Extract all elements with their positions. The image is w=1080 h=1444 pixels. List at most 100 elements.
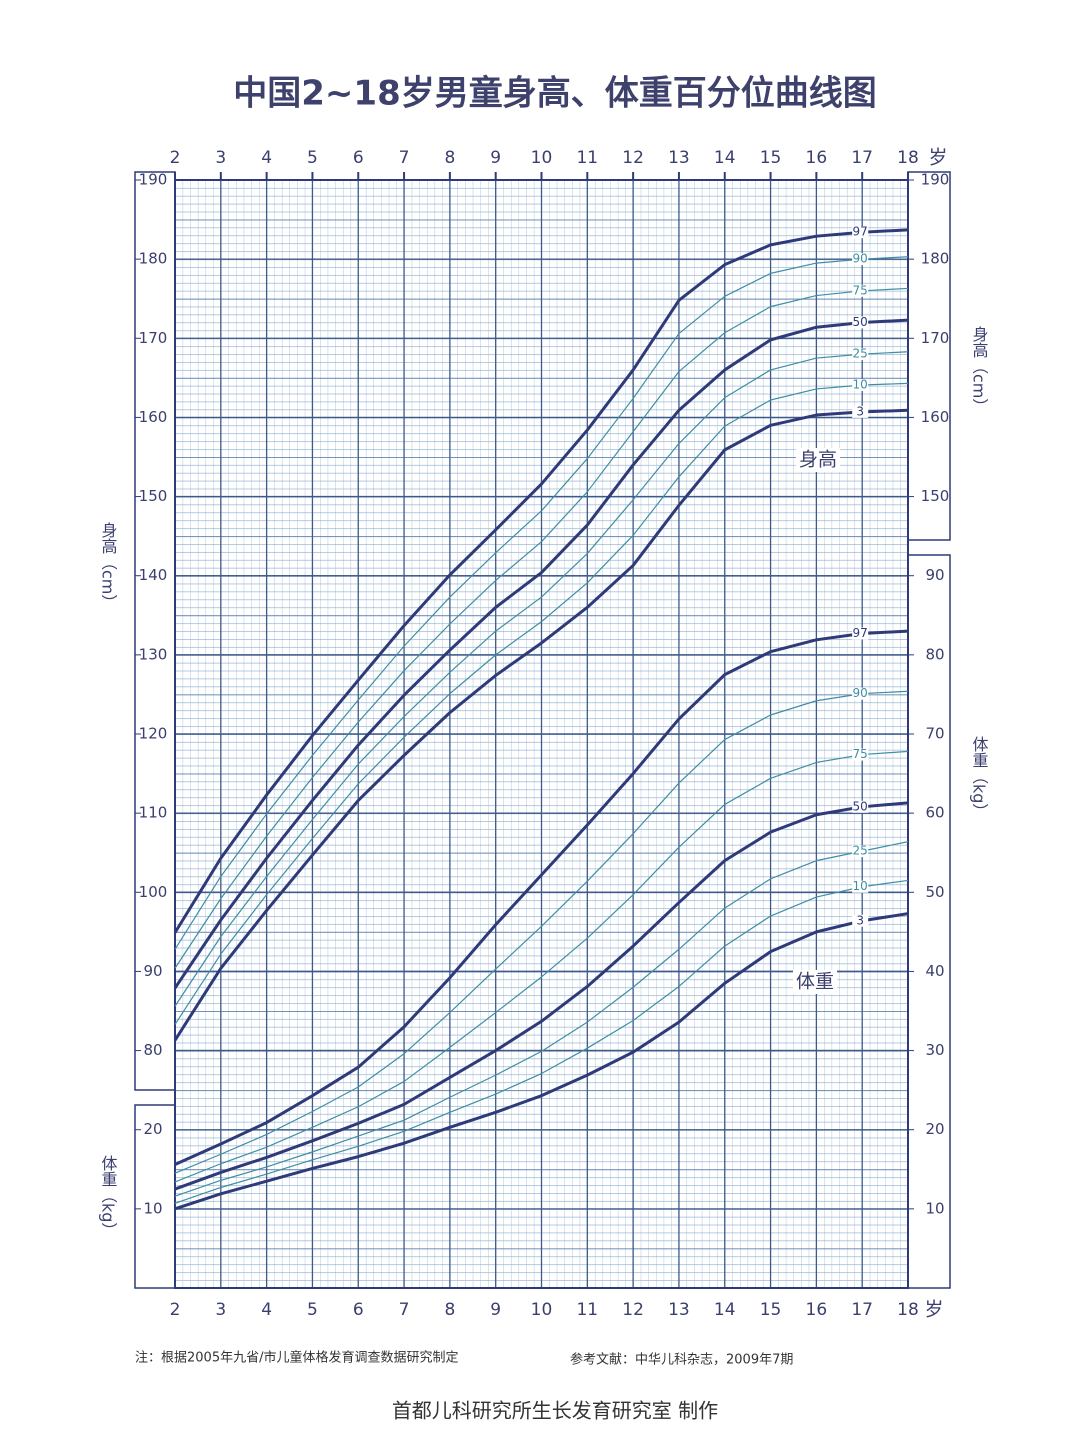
- x-tick-label: 18: [897, 148, 919, 168]
- y-tick-label: 130: [139, 645, 168, 663]
- y2-tick-label: 80: [925, 645, 944, 663]
- footnote: 注：根据2005年九省/市儿童体格发育调查数据研究制定: [135, 1350, 458, 1366]
- y-tick-label: 150: [139, 487, 168, 505]
- annotation: 身高: [799, 449, 837, 471]
- y-tick-label: 110: [139, 804, 168, 822]
- curve-label: 25: [853, 844, 868, 858]
- percentile-curve: [174, 382, 909, 1025]
- curve-label: 97: [853, 225, 868, 239]
- x-tick-label: 11: [576, 1300, 598, 1320]
- x-tick-label: 11: [576, 148, 598, 168]
- y2-tick-label: 50: [925, 883, 944, 901]
- percentile-curve: [174, 690, 909, 1174]
- percentile-curve: [173, 318, 909, 989]
- x-tick-label: 13: [668, 1300, 690, 1320]
- plot-frame: [174, 179, 909, 1289]
- curve-label-bg: [852, 845, 869, 858]
- curve-label-bg: [852, 627, 869, 640]
- y2-tick-label: 60: [925, 804, 944, 822]
- y-tick-label: 140: [139, 566, 168, 584]
- x-tick-label: 7: [399, 148, 410, 168]
- annotation-bg: [796, 448, 840, 472]
- x-tick-label: 16: [806, 148, 828, 168]
- curve-label: 90: [853, 686, 868, 700]
- curve-label: 97: [853, 626, 868, 640]
- x-tick-label: 16: [806, 1300, 828, 1320]
- x-tick-label: 5: [307, 1300, 318, 1320]
- curve-label-bg: [852, 880, 869, 893]
- credit: 首都儿科研究所生长发育研究室 制作: [392, 1399, 718, 1423]
- y2-tick-label: 40: [925, 962, 944, 980]
- x-tick-label: 4: [261, 148, 272, 168]
- percentile-curve: [173, 228, 909, 934]
- percentile-curve: [174, 287, 909, 969]
- y-tick-label: 150: [921, 487, 950, 505]
- y-tick-label: 100: [139, 883, 168, 901]
- percentile-curve: [174, 841, 909, 1197]
- curve-label-bg: [852, 316, 869, 329]
- x-tick-label: 2: [170, 1300, 181, 1320]
- x-tick-label: 14: [714, 1300, 736, 1320]
- percentile-curve: [174, 750, 909, 1183]
- y-tick-label: 80: [143, 1041, 162, 1059]
- reference: 参考文献：中华儿科杂志，2009年7期: [570, 1352, 793, 1368]
- curve-label: 10: [853, 377, 868, 391]
- percentile-curve: [174, 629, 909, 1166]
- y2-axis-title: 体重（kg）: [970, 736, 989, 819]
- percentile-curve: [173, 408, 909, 1042]
- curve-label-bg: [852, 226, 869, 239]
- percentile-curve: [174, 801, 909, 1191]
- x-tick-label: 6: [353, 148, 364, 168]
- curve-label: 75: [853, 747, 868, 761]
- curve-label: 50: [853, 799, 868, 813]
- curve-label-bg: [852, 687, 869, 700]
- y-axis-title: 身高（cm）: [970, 326, 989, 414]
- curve-label: 75: [853, 283, 868, 297]
- x-tick-label: 10: [531, 1300, 553, 1320]
- y-axis-title: 身高（cm）: [99, 522, 118, 610]
- x-tick-label: 15: [760, 148, 782, 168]
- y2-tick-label: 90: [925, 566, 944, 584]
- percentile-curve: [174, 879, 909, 1204]
- x-unit: 岁: [924, 1299, 943, 1321]
- curve-label-bg: [852, 348, 869, 361]
- x-tick-label: 17: [851, 1300, 873, 1320]
- annotation-bg: [793, 970, 837, 994]
- x-tick-label: 17: [851, 148, 873, 168]
- x-tick-label: 6: [353, 1300, 364, 1320]
- curve-label: 25: [853, 347, 868, 361]
- curve-label: 50: [853, 315, 868, 329]
- percentile-curve: [174, 912, 909, 1211]
- chart-title: 中国2~18岁男童身高、体重百分位曲线图: [233, 74, 876, 114]
- curve-label: 10: [853, 879, 868, 893]
- curve-label-bg: [852, 253, 869, 266]
- y2-tick-label: 20: [143, 1120, 162, 1138]
- x-tick-label: 14: [714, 148, 736, 168]
- y-tick-label: 160: [921, 408, 950, 426]
- y-tick-label: 170: [921, 329, 950, 347]
- y2-axis-title: 体重（kg）: [99, 1155, 118, 1238]
- x-tick-label: 9: [490, 148, 501, 168]
- percentile-curve: [174, 351, 909, 1007]
- x-tick-label: 12: [622, 148, 644, 168]
- annotation: 体重: [796, 971, 834, 993]
- y-tick-label: 90: [143, 962, 162, 980]
- percentile-curve: [174, 256, 909, 950]
- x-tick-label: 13: [668, 148, 690, 168]
- curve-label-bg: [852, 800, 869, 813]
- x-tick-label: 15: [760, 1300, 782, 1320]
- x-tick-label: 8: [444, 1300, 455, 1320]
- x-tick-label: 5: [307, 148, 318, 168]
- x-tick-label: 8: [444, 148, 455, 168]
- x-tick-label: 18: [897, 1300, 919, 1320]
- x-tick-label: 3: [215, 148, 226, 168]
- y-tick-label: 180: [921, 250, 950, 268]
- y2-tick-label: 30: [925, 1041, 944, 1059]
- y-tick-label: 190: [921, 171, 950, 189]
- y2-tick-label: 20: [925, 1120, 944, 1138]
- x-tick-label: 2: [170, 148, 181, 168]
- curve-label-bg: [852, 405, 869, 418]
- curve-label-bg: [852, 748, 869, 761]
- curve-label: 90: [853, 252, 868, 266]
- y2-tick-label: 10: [143, 1199, 162, 1217]
